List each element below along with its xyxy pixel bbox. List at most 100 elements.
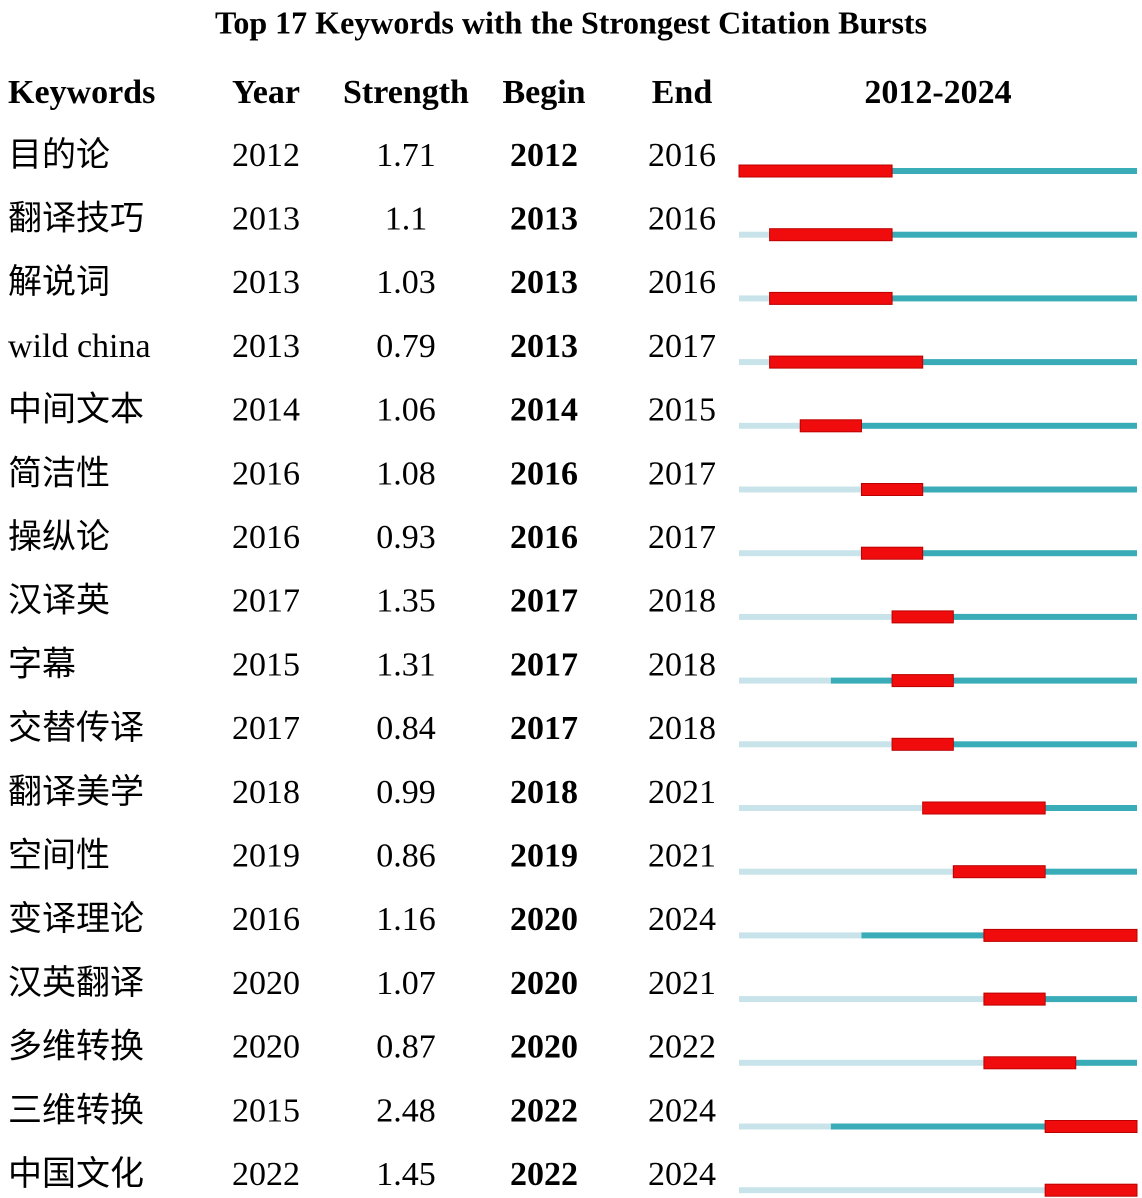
active-segment <box>830 677 1137 684</box>
active-segment <box>769 231 1137 238</box>
strength-cell: 1.1 <box>385 200 428 237</box>
active-segment <box>769 295 1137 302</box>
column-header: Keywords <box>8 74 155 111</box>
year-cell: 2013 <box>232 200 300 237</box>
begin-cell: 2013 <box>510 264 578 301</box>
pre-appearance-segment <box>739 486 862 493</box>
active-segment <box>800 422 1137 429</box>
strength-cell: 0.79 <box>376 328 436 365</box>
year-cell: 2019 <box>232 837 300 874</box>
end-cell: 2021 <box>648 774 716 811</box>
burst-bar <box>983 992 1046 1006</box>
year-cell: 2013 <box>232 328 300 365</box>
end-cell: 2024 <box>648 901 716 938</box>
strength-cell: 0.99 <box>376 774 436 811</box>
end-cell: 2017 <box>648 519 716 556</box>
end-cell: 2018 <box>648 583 716 620</box>
keyword-cell: 字幕 <box>8 645 76 683</box>
pre-appearance-segment <box>739 1123 831 1130</box>
active-segment <box>769 359 1137 366</box>
burst-bar <box>922 801 1046 815</box>
pre-appearance-segment <box>739 231 770 238</box>
begin-cell: 2013 <box>510 328 578 365</box>
active-segment <box>861 486 1137 493</box>
burst-bar <box>891 610 954 624</box>
burst-bar <box>983 1056 1077 1070</box>
active-segment <box>830 1123 1137 1130</box>
keyword-cell: 空间性 <box>8 836 110 874</box>
chart-title: Top 17 Keywords with the Strongest Citat… <box>215 4 927 40</box>
strength-cell: 1.08 <box>376 455 436 492</box>
year-cell: 2015 <box>232 1092 300 1129</box>
active-segment <box>739 168 1137 174</box>
keyword-cell: 操纵论 <box>8 518 110 556</box>
year-cell: 2013 <box>232 264 300 301</box>
pre-appearance-segment <box>739 805 923 811</box>
active-segment <box>983 996 1137 1003</box>
end-cell: 2024 <box>648 1156 716 1193</box>
keyword-cell: 目的论 <box>8 136 110 174</box>
burst-bar <box>738 164 893 178</box>
begin-cell: 2020 <box>510 901 578 938</box>
year-cell: 2012 <box>232 137 300 174</box>
pre-appearance-segment <box>739 741 893 748</box>
burst-bar <box>1044 1120 1138 1133</box>
year-cell: 2017 <box>232 710 300 747</box>
keyword-cell: 多维转换 <box>8 1028 144 1066</box>
begin-cell: 2017 <box>510 583 578 620</box>
keyword-cell: 翻译技巧 <box>8 199 144 237</box>
pre-appearance-segment <box>739 550 862 557</box>
keyword-cell: 变译理论 <box>8 900 144 938</box>
column-header: Begin <box>502 74 585 111</box>
active-segment <box>892 613 1137 620</box>
column-header: End <box>652 74 713 111</box>
keyword-cell: 汉译英 <box>8 582 110 620</box>
begin-cell: 2014 <box>510 392 578 429</box>
column-header: Strength <box>343 74 469 111</box>
year-cell: 2017 <box>232 583 300 620</box>
pre-appearance-segment <box>739 996 984 1003</box>
strength-cell: 1.03 <box>376 264 436 301</box>
year-cell: 2016 <box>232 519 300 556</box>
pre-appearance-segment <box>739 295 770 302</box>
strength-cell: 1.07 <box>376 965 436 1002</box>
begin-cell: 2016 <box>510 519 578 556</box>
strength-cell: 1.45 <box>376 1156 436 1193</box>
year-cell: 2016 <box>232 901 300 938</box>
burst-bar <box>799 419 862 433</box>
year-cell: 2016 <box>232 455 300 492</box>
end-cell: 2015 <box>648 392 716 429</box>
end-cell: 2016 <box>648 137 716 174</box>
end-cell: 2021 <box>648 965 716 1002</box>
year-cell: 2022 <box>232 1156 300 1193</box>
pre-appearance-segment <box>739 677 831 684</box>
burst-bar <box>891 674 954 688</box>
pre-appearance-segment <box>739 868 954 875</box>
begin-cell: 2016 <box>510 455 578 492</box>
timeline-header: 2012-2024 <box>864 74 1011 111</box>
keyword-cell: wild china <box>8 328 151 365</box>
keyword-cell: 三维转换 <box>8 1091 144 1129</box>
keyword-cell: 翻译美学 <box>8 773 144 811</box>
strength-cell: 0.87 <box>376 1029 436 1066</box>
keyword-cell: 中国文化 <box>8 1155 144 1193</box>
burst-bar <box>1044 1183 1138 1197</box>
keyword-cell: 解说词 <box>8 263 110 301</box>
end-cell: 2022 <box>648 1029 716 1066</box>
end-cell: 2016 <box>648 264 716 301</box>
active-segment <box>892 741 1137 748</box>
burst-bar <box>769 291 893 305</box>
begin-cell: 2022 <box>510 1156 578 1193</box>
strength-cell: 1.16 <box>376 901 436 938</box>
burst-bar <box>891 737 954 751</box>
begin-cell: 2012 <box>510 137 578 174</box>
end-cell: 2017 <box>648 455 716 492</box>
begin-cell: 2020 <box>510 965 578 1002</box>
strength-cell: 1.31 <box>376 646 436 683</box>
strength-cell: 2.48 <box>376 1092 436 1129</box>
begin-cell: 2017 <box>510 646 578 683</box>
year-cell: 2015 <box>232 646 300 683</box>
keyword-cell: 汉英翻译 <box>8 964 144 1002</box>
pre-appearance-segment <box>739 359 770 366</box>
